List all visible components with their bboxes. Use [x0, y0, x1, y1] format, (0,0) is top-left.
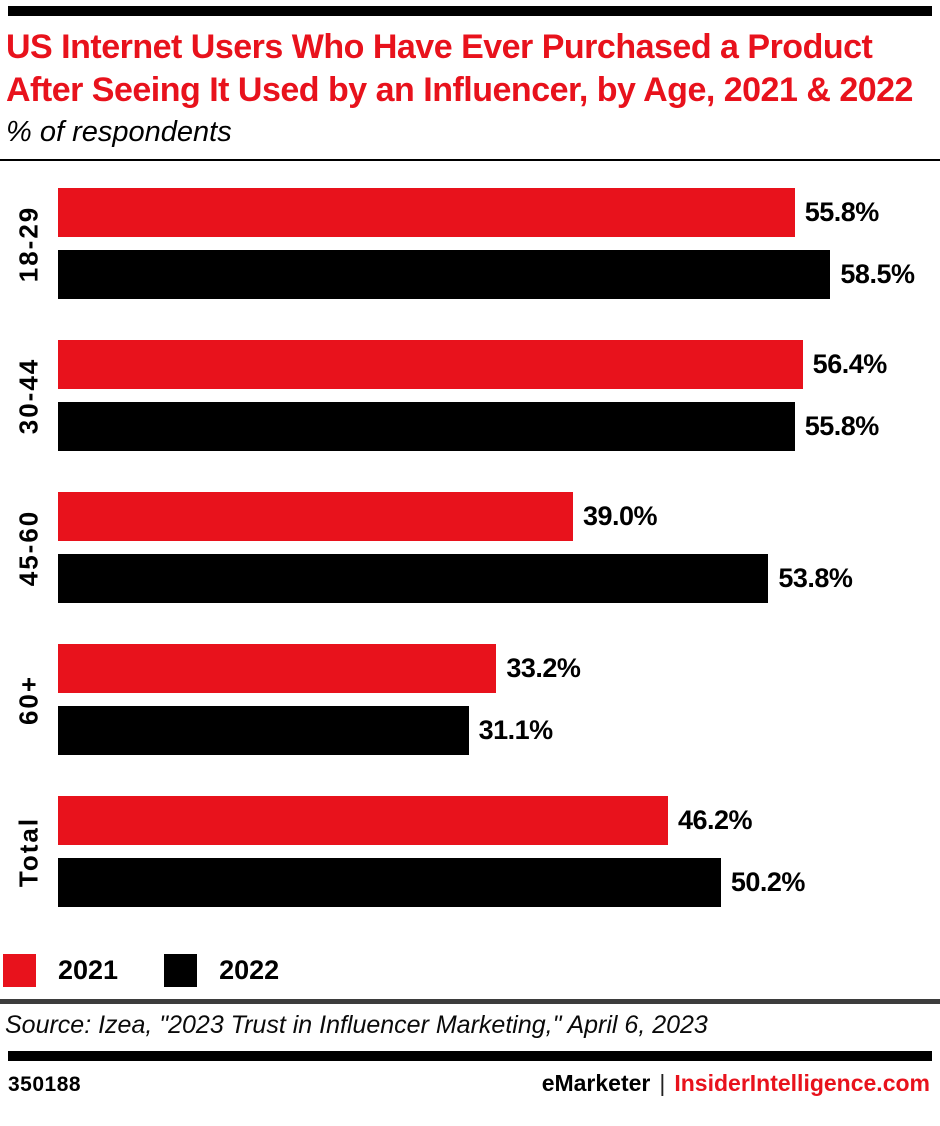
value-label: 58.5%	[840, 259, 915, 289]
legend-label-2021: 2021	[58, 955, 119, 985]
bar-2021	[58, 188, 795, 237]
bar-chart: 18-29 55.8% 58.5% 30-44 56.4% 55.8% 45-60 39.0%…	[0, 161, 940, 907]
value-label: 50.2%	[730, 867, 806, 897]
category-label: 30-44	[13, 357, 44, 434]
footer-divider	[8, 1051, 932, 1061]
legend-label-2022: 2022	[219, 955, 280, 985]
source-divider	[0, 999, 940, 1004]
bar-2021	[58, 492, 573, 541]
chart-group: 60+ 33.2% 31.1%	[0, 644, 940, 755]
chart-title: US Internet Users Who Have Ever Purchase…	[6, 28, 913, 109]
brand-lockup: eMarketer | InsiderIntelligence.com	[542, 1070, 930, 1097]
category-label: 18-29	[13, 205, 44, 282]
bar-2021	[58, 644, 497, 693]
footer: 350188 eMarketer | InsiderIntelligence.com	[0, 1061, 940, 1097]
category-label: 60+	[13, 674, 44, 725]
chart-group: 45-60 39.0% 53.8%	[0, 492, 940, 603]
legend-item-2021: 2021	[3, 954, 118, 987]
chart-id: 350188	[8, 1073, 82, 1096]
value-label: 31.1%	[478, 715, 554, 745]
value-label: 56.4%	[812, 349, 888, 379]
legend-swatch-2021	[3, 954, 36, 987]
chart-group: Total 46.2% 50.2%	[0, 796, 940, 907]
value-label: 39.0%	[582, 501, 658, 531]
bar-2022	[58, 858, 721, 907]
header-divider	[0, 159, 940, 161]
bar-2022	[58, 250, 831, 299]
legend-item-2022: 2022	[164, 954, 279, 987]
value-label: 33.2%	[506, 653, 581, 683]
value-label: 55.8%	[804, 411, 880, 441]
legend-swatch-2022	[164, 954, 198, 987]
legend: 2021 2022	[3, 954, 940, 987]
chart-page: US Internet Users Who Have Ever Purchase…	[0, 6, 940, 1126]
value-label: 55.8%	[804, 197, 880, 227]
category-label: Total	[13, 816, 44, 887]
brand-insiderintelligence: InsiderIntelligence.com	[674, 1070, 930, 1096]
value-label: 53.8%	[778, 563, 853, 593]
chart-group: 18-29 55.8% 58.5%	[0, 188, 940, 299]
source-note: Source: Izea, "2023 Trust in Influencer …	[5, 1011, 708, 1039]
bar-2022	[58, 706, 469, 755]
bar-2021	[58, 796, 668, 845]
bar-2022	[58, 554, 769, 603]
bar-2022	[58, 402, 795, 451]
value-label: 46.2%	[678, 805, 753, 835]
bar-2021	[58, 340, 803, 389]
brand-emarketer: eMarketer	[541, 1070, 651, 1096]
brand-separator: |	[659, 1070, 666, 1096]
top-accent-bar	[8, 6, 932, 16]
chart-group: 30-44 56.4% 55.8%	[0, 340, 940, 451]
chart-subtitle: % of respondents	[6, 116, 232, 148]
category-label: 45-60	[13, 509, 44, 586]
